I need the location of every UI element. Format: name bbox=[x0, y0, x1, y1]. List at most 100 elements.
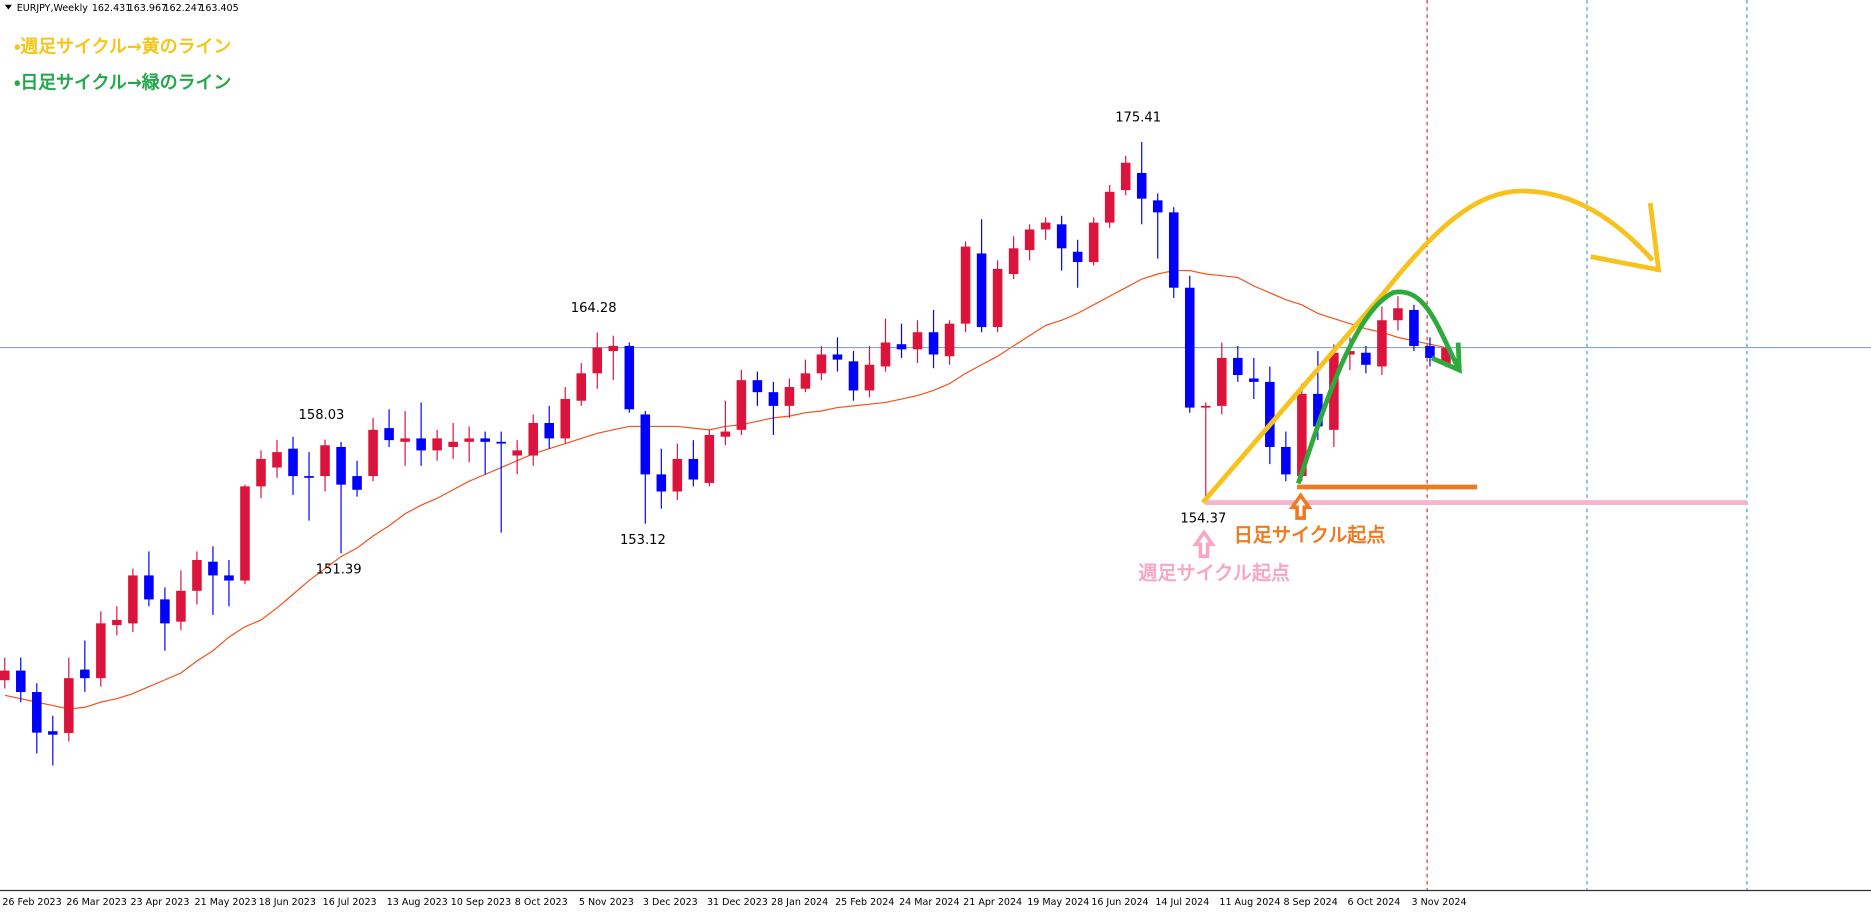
candle-body bbox=[1313, 393, 1323, 427]
candle-body bbox=[720, 431, 731, 437]
candle-body bbox=[576, 373, 587, 401]
candle-body bbox=[768, 392, 779, 406]
x-tick-label: 26 Mar 2023 bbox=[66, 897, 126, 908]
candle-body bbox=[1217, 357, 1227, 406]
candle-body bbox=[1088, 222, 1099, 263]
x-tick-label: 31 Dec 2023 bbox=[707, 897, 768, 908]
x-tick-label: 3 Nov 2024 bbox=[1412, 897, 1467, 908]
candle-body bbox=[704, 434, 715, 483]
weekly-cycle-arrowhead bbox=[1590, 202, 1662, 273]
daily-start-label: 日足サイクル起点 bbox=[1234, 523, 1386, 546]
weekly-cycle-curve bbox=[1200, 188, 1655, 505]
candle-body bbox=[304, 476, 314, 478]
candle-body bbox=[1136, 172, 1147, 199]
candle-body bbox=[816, 354, 827, 374]
x-tick-label: 13 Aug 2023 bbox=[387, 897, 448, 908]
candle-body bbox=[992, 268, 1003, 328]
candle-body bbox=[1425, 345, 1435, 358]
candle-body bbox=[560, 399, 571, 439]
symbol: EURJPY,Weekly bbox=[17, 3, 89, 14]
candle-body bbox=[432, 438, 442, 451]
candle-body bbox=[1441, 347, 1451, 365]
candle-body bbox=[1104, 191, 1115, 223]
candle-body bbox=[16, 670, 26, 693]
candle-body bbox=[1377, 320, 1387, 367]
candle-body bbox=[464, 438, 474, 442]
weekly-note: ・週足サイクル→黄のライン bbox=[14, 36, 231, 58]
candle-body bbox=[80, 669, 90, 679]
candle-body bbox=[1265, 381, 1275, 447]
candle-body bbox=[528, 422, 538, 456]
candle-body bbox=[688, 458, 699, 480]
last-low: 162.247 bbox=[163, 3, 202, 14]
candle-body bbox=[128, 575, 138, 624]
candle-body bbox=[1040, 222, 1051, 230]
candle-body bbox=[224, 575, 234, 581]
candle-body bbox=[1233, 357, 1243, 376]
candle-body bbox=[320, 445, 330, 477]
x-tick-label: 28 Jan 2024 bbox=[771, 897, 828, 908]
candle-body bbox=[640, 414, 651, 475]
candle-body bbox=[512, 450, 522, 456]
candle-body bbox=[1345, 351, 1355, 355]
candle-body bbox=[192, 559, 202, 591]
drawings bbox=[4, 4, 1747, 559]
x-tick-label: 8 Oct 2023 bbox=[515, 897, 568, 908]
candle-body bbox=[1297, 393, 1307, 477]
candle-body bbox=[208, 561, 218, 576]
candle-body bbox=[1184, 287, 1195, 408]
candle-body bbox=[0, 670, 10, 681]
candle-body bbox=[416, 438, 426, 451]
candle-body bbox=[656, 474, 667, 492]
marks bbox=[0, 141, 1871, 766]
candle-body bbox=[1393, 308, 1403, 321]
x-tick-label: 21 May 2023 bbox=[195, 897, 257, 908]
candle-body bbox=[848, 361, 859, 391]
candle-body bbox=[176, 590, 186, 622]
candle-body bbox=[144, 575, 154, 600]
candle-body bbox=[1200, 405, 1211, 408]
candle-body bbox=[976, 253, 987, 328]
candle-body bbox=[48, 731, 58, 735]
daily-start-arrow bbox=[1288, 492, 1313, 520]
low-label: 153.12 bbox=[620, 533, 666, 548]
x-tick-label: 25 Feb 2024 bbox=[835, 897, 894, 908]
daily-cycle-curve bbox=[1295, 289, 1461, 485]
candle-body bbox=[544, 422, 554, 439]
candle-body bbox=[672, 458, 683, 492]
candle-body bbox=[1168, 212, 1179, 288]
candle-body bbox=[112, 619, 122, 626]
candle-body bbox=[1361, 352, 1371, 365]
candle-body bbox=[928, 332, 939, 355]
x-tick-label: 10 Sep 2023 bbox=[451, 897, 511, 908]
candle-body bbox=[272, 452, 282, 468]
last-close: 163.405 bbox=[199, 3, 238, 14]
candle-body bbox=[752, 380, 763, 393]
candle-body bbox=[64, 678, 74, 733]
candle-body bbox=[240, 486, 250, 581]
x-tick-label: 19 May 2024 bbox=[1027, 897, 1089, 908]
candle-body bbox=[1072, 251, 1083, 263]
candle-body bbox=[256, 458, 266, 487]
daily-note: ・日足サイクル→緑のライン bbox=[14, 72, 231, 94]
candle-body bbox=[352, 476, 362, 490]
candle-body bbox=[288, 448, 298, 477]
x-tick-label: 11 Aug 2024 bbox=[1219, 897, 1280, 908]
candle-body bbox=[496, 441, 506, 444]
candle-body bbox=[1249, 378, 1259, 382]
candle-body bbox=[944, 323, 955, 357]
candle-body bbox=[624, 345, 635, 410]
x-tick-label: 23 Apr 2023 bbox=[130, 897, 189, 908]
candle-body bbox=[832, 354, 843, 360]
x-tick-label: 8 Sep 2024 bbox=[1283, 897, 1337, 908]
candle-body bbox=[368, 429, 378, 477]
candle-body bbox=[960, 246, 971, 324]
candle-body bbox=[32, 692, 42, 733]
candle-body bbox=[608, 345, 619, 352]
candle-body bbox=[448, 441, 458, 447]
last-open: 162.431 bbox=[92, 3, 131, 14]
candle-body bbox=[880, 342, 891, 367]
